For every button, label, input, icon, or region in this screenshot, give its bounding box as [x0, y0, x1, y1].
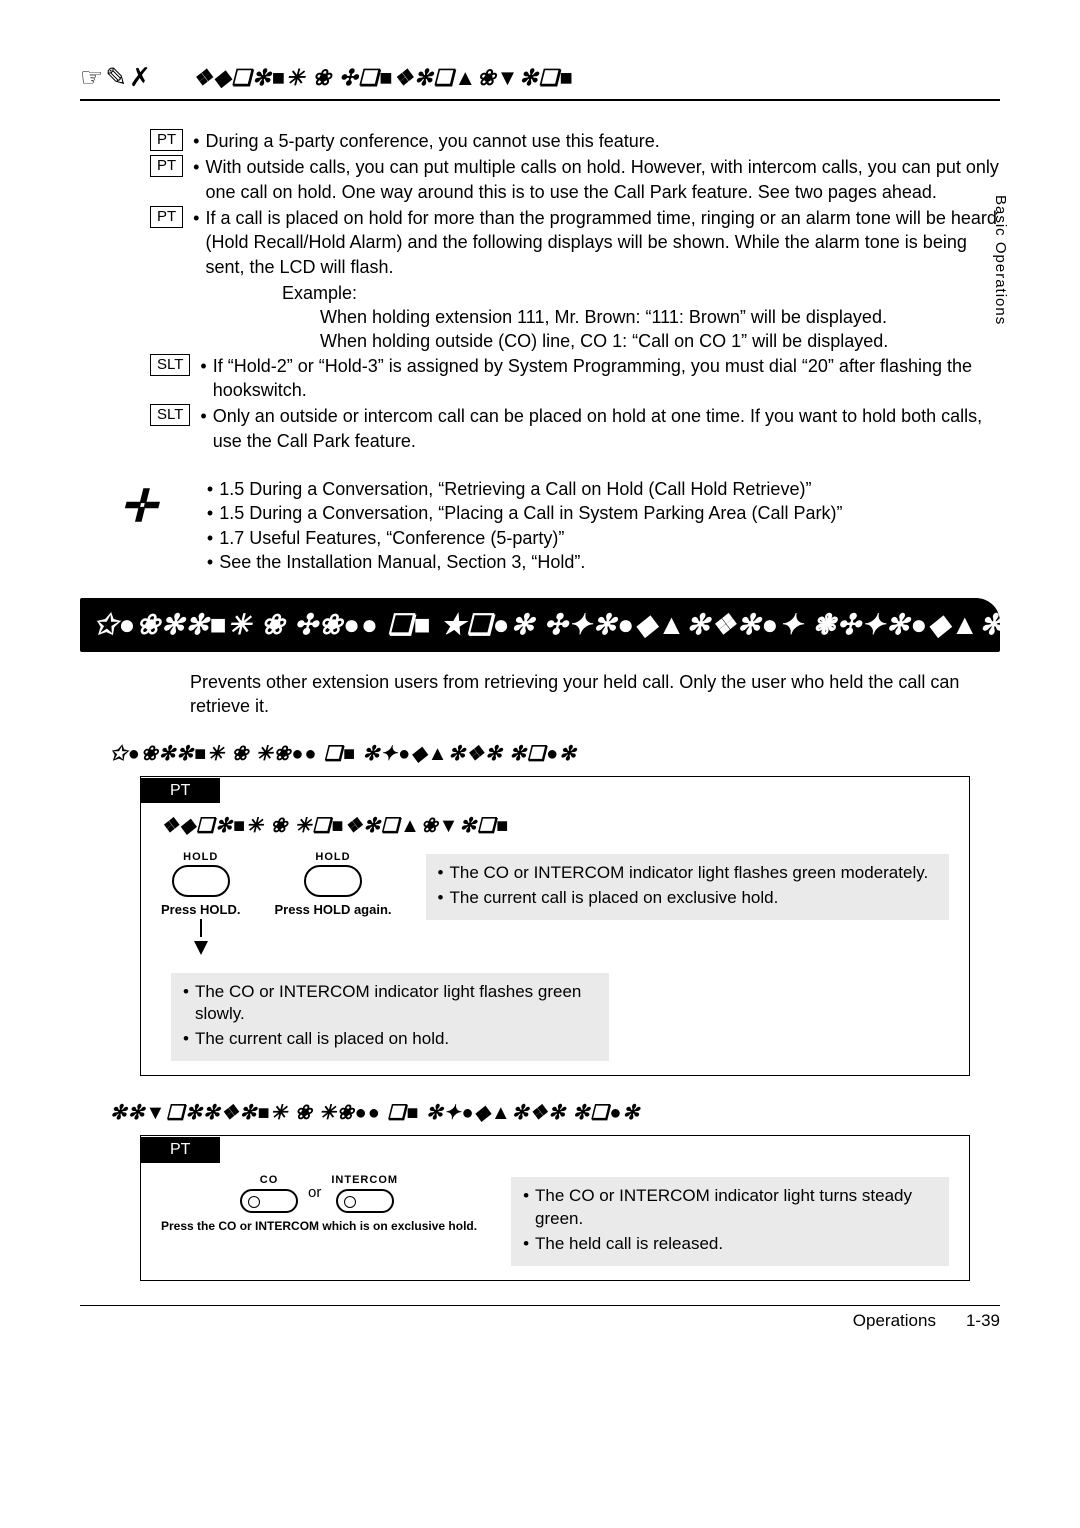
hold-step-1: HOLD Press HOLD. — [161, 850, 240, 954]
bullet-icon: • — [193, 129, 199, 153]
refs-list: •1.5 During a Conversation, “Retrieving … — [207, 477, 843, 574]
note-text: During a 5-party conference, you cannot … — [205, 129, 1000, 153]
step-caption: Press the CO or INTERCOM which is on exc… — [161, 1219, 477, 1233]
section-banner: ✩●❀✻✻■✳ ❀ ✣❀●● ❏■ ★❏●✻ ✣✦✻●◆▲✻❖✻●✦ ❃✣✦✻●… — [80, 598, 1000, 652]
annot-text: The CO or INTERCOM indicator light ﬂashe… — [195, 981, 597, 1027]
ref-item: •1.5 During a Conversation, “Retrieving … — [207, 477, 843, 501]
bullet-icon: • — [200, 354, 206, 378]
example-label: Example: — [282, 281, 1000, 305]
banner-description: Prevents other extension users from retr… — [190, 670, 1000, 719]
procedure-box-retrieving: PT CO or INTERCOM Press the CO or INTERC… — [140, 1135, 970, 1280]
banner-title: ✩●❀✻✻■✳ ❀ ✣❀●● ❏■ ★❏●✻ ✣✦✻●◆▲✻❖✻●✦ ❃✣✦✻●… — [94, 609, 1000, 640]
bullet-icon: • — [183, 1028, 189, 1051]
annot-text: The CO or INTERCOM indicator light ﬂashe… — [449, 862, 928, 885]
note-item: PT • During a 5-party conference, you ca… — [150, 129, 1000, 153]
procedure-box-placing: PT ❖◆❏✻■✳ ❀ ✳❏■❖✻❏▲❀▼✻❏■ HOLD Press HOLD… — [140, 776, 970, 1077]
footer-label: Operations — [853, 1310, 936, 1333]
bullet-icon: • — [193, 155, 199, 179]
annot-text: The held call is released. — [535, 1233, 723, 1256]
pt-tag: PT — [150, 206, 183, 228]
hold-button-icon — [172, 865, 230, 897]
ref-item: •See the Installation Manual, Section 3,… — [207, 550, 843, 574]
bullet-icon: • — [183, 981, 189, 1004]
step-caption: Press HOLD again. — [274, 901, 391, 919]
bullet-icon: • — [207, 477, 213, 501]
pt-tag: PT — [150, 155, 183, 177]
co-label: CO — [240, 1173, 298, 1188]
ref-text: 1.5 During a Conversation, “Placing a Ca… — [219, 501, 842, 525]
bullet-icon: • — [200, 404, 206, 428]
header-glyphs: ☞✎✗ — [80, 60, 153, 95]
ref-item: •1.7 Useful Features, “Conference (5-par… — [207, 526, 843, 550]
proc-title: ❖◆❏✻■✳ ❀ ✳❏■❖✻❏▲❀▼✻❏■ — [161, 813, 949, 840]
note-text: If a call is placed on hold for more tha… — [205, 206, 1000, 279]
subhead-placing: ✩●❀✻✻■✳ ❀ ✳❀●● ❏■ ✻✦●◆▲✻❖✻ ✻❏●✻ — [110, 741, 1000, 768]
annotation-right: •The CO or INTERCOM indicator light ﬂash… — [426, 854, 949, 920]
cross-refs: ✛ •1.5 During a Conversation, “Retrievin… — [100, 477, 1000, 574]
bullet-icon: • — [207, 526, 213, 550]
note-item: PT • If a call is placed on hold for mor… — [150, 206, 1000, 279]
note-item: PT • With outside calls, you can put mul… — [150, 155, 1000, 204]
ref-item: •1.5 During a Conversation, “Placing a C… — [207, 501, 843, 525]
ref-text: See the Installation Manual, Section 3, … — [219, 550, 585, 574]
bullet-icon: • — [438, 887, 444, 910]
note-item: SLT • Only an outside or intercom call c… — [150, 404, 1000, 453]
annotation-below: • The CO or INTERCOM indicator light ﬂash… — [171, 973, 609, 1062]
header-title: ❖◆❏✻■✳ ❀ ✣❏■❖✻❏▲❀▼✻❏■ — [193, 63, 574, 93]
bullet-icon: • — [523, 1233, 529, 1256]
or-text: or — [308, 1183, 321, 1203]
notes-block: PT • During a 5-party conference, you ca… — [150, 129, 1000, 453]
intercom-button-icon — [336, 1189, 394, 1213]
slt-tag: SLT — [150, 354, 190, 376]
hold-step-2: HOLD Press HOLD again. — [274, 850, 391, 918]
note-text: With outside calls, you can put multiple… — [205, 155, 1000, 204]
slt-tag: SLT — [150, 404, 190, 426]
co-intercom-step: CO or INTERCOM Press the CO or INTERCOM … — [161, 1173, 477, 1233]
hold-label: HOLD — [161, 850, 240, 865]
annot-text: The CO or INTERCOM indicator light turns… — [535, 1185, 937, 1231]
page-footer: Operations 1-39 — [80, 1305, 1000, 1333]
step-row: HOLD Press HOLD. HOLD Press HOLD again. … — [161, 850, 949, 954]
pt-tab: PT — [140, 778, 220, 804]
annotation-right: • The CO or INTERCOM indicator light turn… — [511, 1177, 949, 1266]
page-header: ☞✎✗ ❖◆❏✻■✳ ❀ ✣❏■❖✻❏▲❀▼✻❏■ — [80, 60, 1000, 101]
annot-text: The current call is placed on hold. — [195, 1028, 449, 1051]
example-line: When holding extension 111, Mr. Brown: “… — [320, 305, 1000, 329]
bullet-icon: • — [193, 206, 199, 230]
arrow-line — [200, 919, 202, 937]
cross-ref-icon: ✛ — [120, 477, 157, 536]
co-button-icon — [240, 1189, 298, 1213]
subhead-retrieving: ✻✻▼❏✻✻❖✻■✳ ❀ ✳❀●● ❏■ ✻✦●◆▲✻❖✻ ✻❏●✻ — [110, 1100, 1000, 1127]
bullet-icon: • — [207, 550, 213, 574]
pt-tab: PT — [140, 1137, 220, 1163]
pt-tag: PT — [150, 129, 183, 151]
arrow-down-icon — [194, 941, 208, 955]
hold-button-icon — [304, 865, 362, 897]
step-row: CO or INTERCOM Press the CO or INTERCOM … — [161, 1173, 949, 1266]
note-item: SLT • If “Hold-2” or “Hold-3” is assigne… — [150, 354, 1000, 403]
ref-text: 1.7 Useful Features, “Conference (5-part… — [219, 526, 564, 550]
annot-text: The current call is placed on exclusive … — [449, 887, 778, 910]
step-caption: Press HOLD. — [161, 901, 240, 919]
example-line: When holding outside (CO) line, CO 1: “C… — [320, 329, 1000, 353]
footer-page: 1-39 — [966, 1310, 1000, 1333]
ref-text: 1.5 During a Conversation, “Retrieving a… — [219, 477, 811, 501]
note-text: If “Hold-2” or “Hold-3” is assigned by S… — [213, 354, 1000, 403]
bullet-icon: • — [438, 862, 444, 885]
hold-label: HOLD — [274, 850, 391, 865]
intercom-label: INTERCOM — [331, 1173, 398, 1188]
note-text: Only an outside or intercom call can be … — [213, 404, 1000, 453]
bullet-icon: • — [523, 1185, 529, 1208]
bullet-icon: • — [207, 501, 213, 525]
side-tab-label: Basic Operations — [990, 195, 1010, 325]
